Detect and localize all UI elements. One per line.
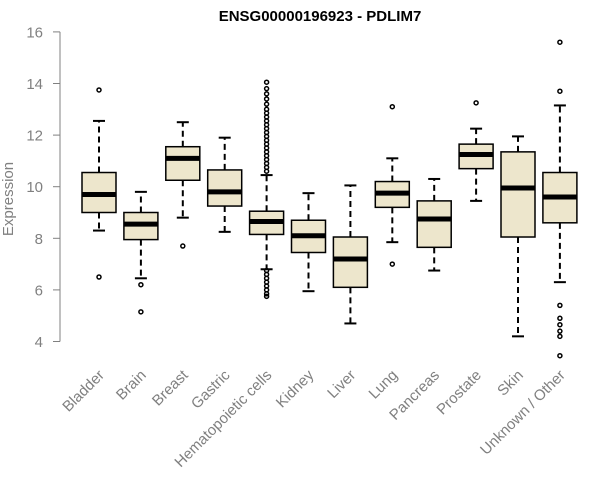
box-iqr (332, 236, 369, 289)
outlier-point (263, 293, 270, 300)
outlier-point (263, 79, 270, 85)
box-3 (165, 121, 201, 249)
box-8 (374, 103, 411, 267)
x-tick-label: Liver (324, 367, 359, 402)
boxes (81, 39, 578, 359)
outlier-point (557, 333, 563, 340)
outlier-point (96, 274, 102, 280)
outlier-point (557, 352, 563, 359)
y-tick-label: 10 (26, 179, 43, 196)
x-tick-label: Skin (494, 367, 527, 400)
box-iqr (416, 200, 452, 249)
outlier-point (96, 87, 102, 93)
outlier-point (263, 85, 270, 92)
y-tick-label: 4 (35, 334, 43, 351)
box-iqr (500, 151, 536, 238)
box-iqr (165, 145, 201, 182)
y-tick-label: 8 (35, 231, 43, 248)
outlier-point (180, 243, 186, 249)
y-axis: 4 6 8 10 12 14 16 (26, 24, 61, 351)
y-tick-label: 12 (26, 128, 43, 145)
outlier-point (389, 103, 396, 110)
box-10 (458, 100, 494, 202)
outlier-point (263, 101, 270, 107)
y-tick-label: 16 (26, 24, 43, 41)
box-6 (290, 192, 327, 293)
outlier-point (557, 315, 563, 322)
outlier-point (557, 88, 563, 94)
outlier-point (473, 100, 479, 106)
box-7 (332, 184, 369, 325)
outlier-point (263, 291, 270, 297)
outlier-point (389, 261, 396, 267)
box-iqr (206, 169, 243, 207)
outlier-point (138, 309, 144, 315)
outlier-point (557, 302, 563, 309)
box-5 (248, 79, 285, 300)
box-9 (416, 177, 452, 272)
outlier-point (557, 321, 563, 328)
box-4 (206, 136, 243, 233)
x-tick-label: Bladder (59, 367, 108, 416)
outlier-point (557, 328, 563, 334)
y-tick-label: 14 (26, 76, 43, 93)
box-2 (123, 190, 159, 315)
chart-title: ENSG00000196923 - PDLIM7 (219, 8, 422, 25)
outlier-point (138, 281, 144, 288)
x-tick-label: Kidney (273, 366, 318, 411)
x-tick-label: Prostate (433, 367, 485, 419)
box-12 (542, 39, 578, 359)
outlier-point (557, 39, 563, 45)
x-tick-label: Brain (113, 367, 150, 404)
y-tick-label: 6 (35, 282, 43, 299)
x-tick-label: Lung (366, 367, 402, 403)
box-1 (81, 87, 117, 280)
y-axis-label: Expression (0, 162, 17, 236)
outlier-point (263, 91, 270, 97)
box-11 (500, 135, 536, 338)
outlier-point (263, 96, 270, 102)
x-tick-label: Breast (149, 366, 192, 409)
outlier-point (263, 168, 270, 174)
